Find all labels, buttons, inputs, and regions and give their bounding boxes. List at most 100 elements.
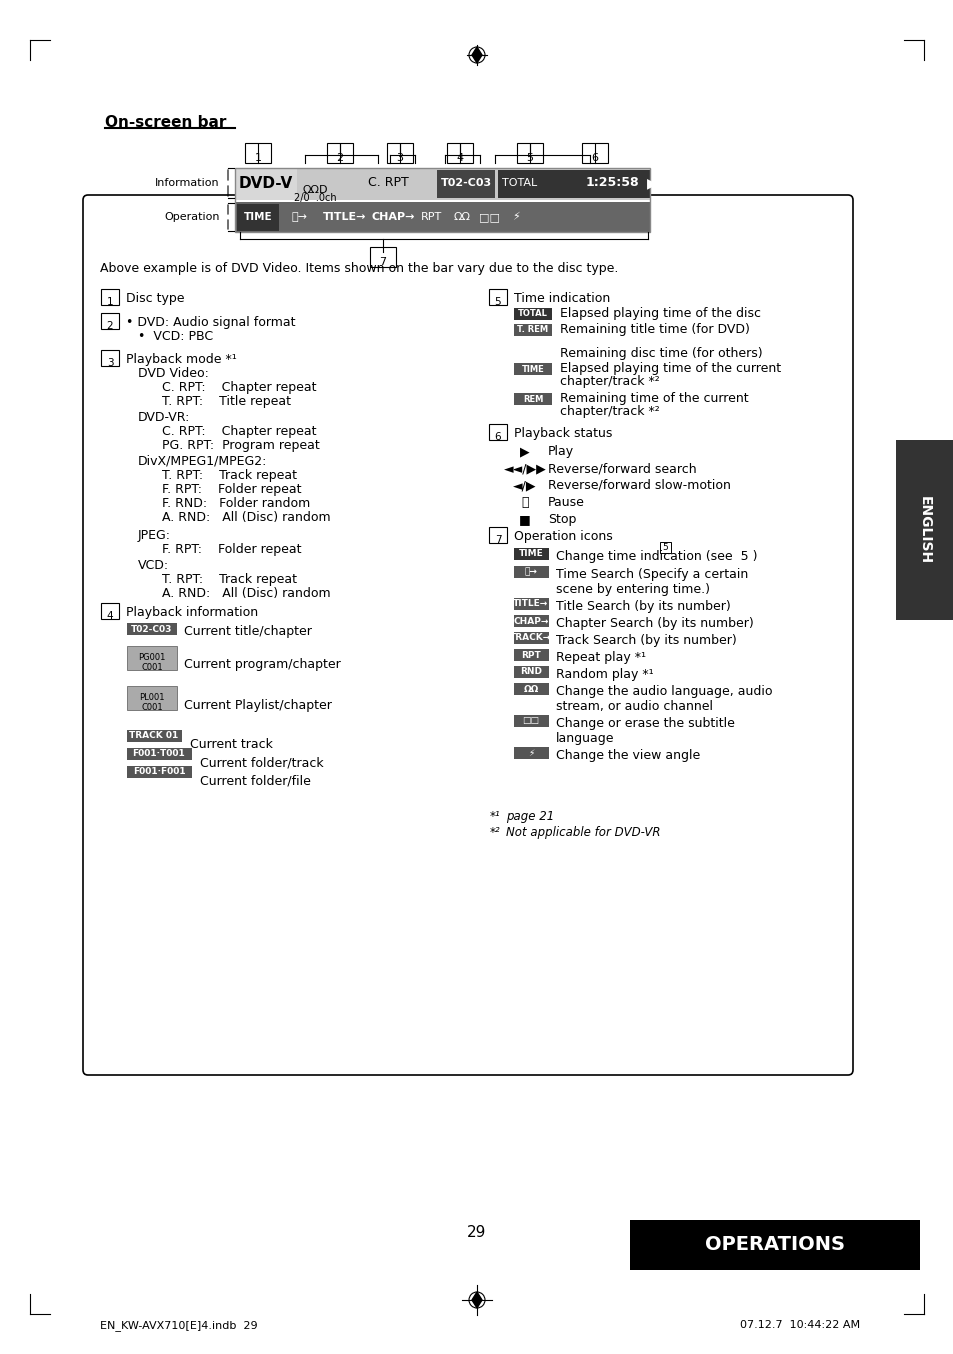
Text: T. REM: T. REM: [517, 325, 548, 334]
Text: Remaining title time (for DVD): Remaining title time (for DVD): [559, 324, 749, 337]
Text: RND: RND: [519, 668, 541, 677]
Bar: [127, 730, 182, 742]
Text: 5: 5: [495, 297, 500, 307]
Text: Reverse/forward search: Reverse/forward search: [547, 462, 696, 475]
Text: TIME: TIME: [243, 213, 272, 222]
Text: Operation: Operation: [164, 213, 220, 222]
Text: ⚡: ⚡: [512, 213, 519, 222]
Text: Operation icons: Operation icons: [514, 529, 612, 543]
Bar: [514, 598, 548, 611]
Text: Title Search (by its number): Title Search (by its number): [556, 600, 730, 613]
FancyBboxPatch shape: [83, 195, 852, 1075]
Text: 4: 4: [107, 611, 113, 621]
Bar: [629, 1220, 919, 1270]
Text: Playback mode *¹: Playback mode *¹: [126, 353, 236, 366]
Text: 3: 3: [107, 357, 113, 368]
Text: Stop: Stop: [547, 513, 576, 525]
Polygon shape: [472, 47, 481, 64]
Text: 1: 1: [107, 297, 113, 307]
Text: 7: 7: [379, 257, 386, 267]
Text: Change time indication (see  5 ): Change time indication (see 5 ): [556, 550, 757, 563]
Bar: [514, 649, 548, 661]
Text: PG001: PG001: [138, 654, 166, 662]
Bar: [514, 632, 548, 645]
Text: 29: 29: [467, 1225, 486, 1240]
Text: Reverse/forward slow-motion: Reverse/forward slow-motion: [547, 479, 730, 492]
Text: TRACK→: TRACK→: [510, 634, 551, 643]
Text: 7: 7: [495, 535, 500, 546]
Text: T02-C03: T02-C03: [440, 177, 491, 188]
Bar: [127, 686, 177, 709]
Text: ΩΩ: ΩΩ: [523, 685, 538, 693]
Text: Current Playlist/chapter: Current Playlist/chapter: [184, 699, 332, 712]
Text: A. RND:   All (Disc) random: A. RND: All (Disc) random: [138, 588, 331, 600]
FancyBboxPatch shape: [447, 144, 473, 162]
Text: ◄/▶: ◄/▶: [513, 479, 537, 492]
Text: Playback information: Playback information: [126, 607, 258, 619]
Text: Pause: Pause: [547, 496, 584, 509]
Text: DivX/MPEG1/MPEG2:: DivX/MPEG1/MPEG2:: [138, 455, 267, 468]
FancyBboxPatch shape: [489, 527, 506, 543]
FancyBboxPatch shape: [327, 144, 353, 162]
Text: ■: ■: [518, 513, 530, 525]
Text: F. RPT:    Folder repeat: F. RPT: Folder repeat: [138, 483, 301, 496]
Bar: [514, 393, 552, 405]
Text: On-screen bar: On-screen bar: [105, 115, 226, 130]
Bar: [127, 766, 192, 779]
Text: 5: 5: [526, 153, 533, 162]
Polygon shape: [472, 1292, 481, 1308]
Text: T. RPT:    Title repeat: T. RPT: Title repeat: [138, 395, 291, 408]
Bar: [514, 747, 548, 760]
Bar: [234, 168, 296, 200]
Text: C. RPT: C. RPT: [367, 176, 408, 190]
Text: Information: Information: [155, 177, 220, 188]
Text: 5: 5: [662, 543, 668, 551]
Bar: [895, 440, 953, 620]
Text: TITLE→: TITLE→: [323, 213, 366, 222]
Bar: [659, 542, 670, 552]
Text: TIME: TIME: [521, 364, 544, 374]
Text: VCD:: VCD:: [138, 559, 169, 571]
Text: TIME: TIME: [518, 550, 543, 558]
Text: Current folder/file: Current folder/file: [200, 774, 311, 787]
Text: □□: □□: [522, 716, 539, 726]
Text: F. RPT:    Folder repeat: F. RPT: Folder repeat: [138, 543, 301, 556]
FancyBboxPatch shape: [370, 246, 395, 267]
Bar: [514, 615, 548, 627]
Text: C001: C001: [141, 704, 163, 712]
Bar: [514, 715, 548, 727]
Text: Change the audio language, audio: Change the audio language, audio: [556, 685, 772, 699]
Text: Current program/chapter: Current program/chapter: [184, 658, 340, 672]
FancyBboxPatch shape: [489, 424, 506, 440]
Text: CHAP→: CHAP→: [371, 213, 415, 222]
Text: Random play *¹: Random play *¹: [556, 668, 653, 681]
FancyBboxPatch shape: [581, 144, 607, 162]
Text: T. RPT:    Track repeat: T. RPT: Track repeat: [138, 573, 296, 586]
FancyBboxPatch shape: [489, 288, 506, 305]
Bar: [514, 324, 552, 336]
Text: chapter/track *²: chapter/track *²: [559, 405, 659, 418]
Text: Current title/chapter: Current title/chapter: [184, 626, 312, 638]
Text: TRACK 01: TRACK 01: [130, 731, 178, 741]
Text: 2/0  .0ch: 2/0 .0ch: [294, 194, 336, 203]
Bar: [514, 666, 548, 678]
Text: ΩΩD: ΩΩD: [302, 185, 328, 195]
Text: page 21: page 21: [505, 810, 554, 823]
Bar: [514, 548, 548, 561]
Bar: [514, 363, 552, 375]
Text: 1:25:58: 1:25:58: [584, 176, 639, 190]
Text: 6: 6: [591, 153, 598, 162]
Text: C. RPT:    Chapter repeat: C. RPT: Chapter repeat: [138, 425, 316, 437]
Text: Not applicable for DVD-VR: Not applicable for DVD-VR: [505, 826, 659, 839]
Bar: [514, 682, 548, 695]
Text: F. RND:   Folder random: F. RND: Folder random: [138, 497, 310, 510]
Text: Playback status: Playback status: [514, 427, 612, 440]
Text: • DVD: Audio signal format: • DVD: Audio signal format: [126, 315, 295, 329]
Text: PG. RPT:  Program repeat: PG. RPT: Program repeat: [138, 439, 319, 452]
Text: JPEG:: JPEG:: [138, 529, 171, 542]
Text: ◄◄/▶▶: ◄◄/▶▶: [503, 462, 546, 475]
Text: 1: 1: [254, 153, 261, 162]
Text: 6: 6: [495, 432, 500, 441]
Text: ▶: ▶: [519, 445, 529, 458]
Text: 2: 2: [336, 153, 343, 162]
